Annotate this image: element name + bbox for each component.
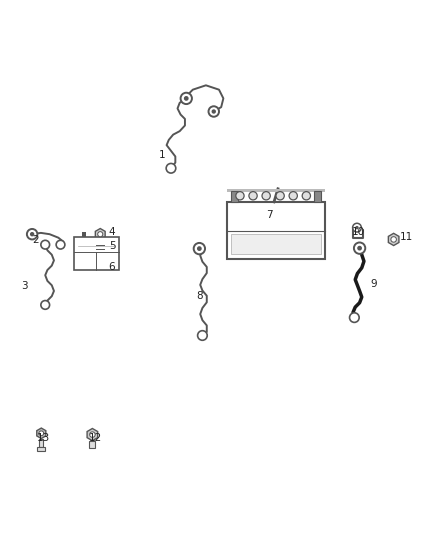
Bar xyxy=(231,235,321,254)
Circle shape xyxy=(262,192,270,200)
Bar xyxy=(227,189,325,192)
Circle shape xyxy=(41,240,49,249)
Circle shape xyxy=(236,192,244,200)
Circle shape xyxy=(357,246,362,251)
Bar xyxy=(82,232,86,237)
Circle shape xyxy=(276,192,284,200)
Circle shape xyxy=(391,237,396,242)
Circle shape xyxy=(27,229,37,239)
Text: 10: 10 xyxy=(352,227,365,237)
Circle shape xyxy=(30,232,34,237)
Circle shape xyxy=(166,164,176,173)
Bar xyxy=(89,441,95,448)
Circle shape xyxy=(98,232,103,237)
Bar xyxy=(39,439,43,447)
Text: 11: 11 xyxy=(400,232,413,242)
Text: 3: 3 xyxy=(21,281,28,291)
Text: 2: 2 xyxy=(32,235,39,245)
Text: 9: 9 xyxy=(371,279,377,289)
Polygon shape xyxy=(389,233,399,246)
Polygon shape xyxy=(95,229,105,240)
Bar xyxy=(98,232,102,237)
Circle shape xyxy=(184,96,189,101)
Circle shape xyxy=(289,192,297,200)
Circle shape xyxy=(39,431,44,435)
Circle shape xyxy=(56,240,65,249)
Text: 5: 5 xyxy=(109,240,115,251)
Polygon shape xyxy=(87,429,98,441)
Circle shape xyxy=(180,93,192,104)
Text: 1: 1 xyxy=(159,150,166,160)
Circle shape xyxy=(354,243,365,254)
Circle shape xyxy=(208,106,219,117)
Circle shape xyxy=(350,313,359,322)
Circle shape xyxy=(353,223,361,232)
Text: 6: 6 xyxy=(109,262,115,272)
Bar xyxy=(74,237,119,270)
Text: 12: 12 xyxy=(89,433,102,442)
Text: 8: 8 xyxy=(196,291,203,301)
Polygon shape xyxy=(37,428,46,439)
Circle shape xyxy=(249,192,257,200)
Bar xyxy=(314,191,321,202)
Circle shape xyxy=(41,301,49,309)
Bar xyxy=(37,447,45,451)
Bar xyxy=(227,202,325,259)
Bar xyxy=(96,241,104,255)
Circle shape xyxy=(90,432,95,438)
Text: 4: 4 xyxy=(109,228,115,237)
Text: 13: 13 xyxy=(37,433,50,442)
Circle shape xyxy=(355,226,359,229)
Text: 7: 7 xyxy=(266,210,272,220)
Circle shape xyxy=(212,109,216,114)
Circle shape xyxy=(197,246,202,251)
Circle shape xyxy=(198,330,207,340)
Circle shape xyxy=(302,192,311,200)
Circle shape xyxy=(194,243,205,254)
Bar xyxy=(231,191,238,202)
